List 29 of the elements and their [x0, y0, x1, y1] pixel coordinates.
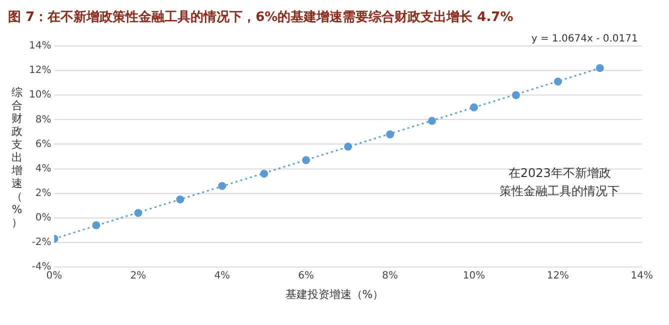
point — [176, 195, 184, 204]
y-tick-label: 10% — [28, 90, 52, 101]
chart-title: 图 7：在不新增政策性金融工具的情况下，6%的基建增速需要综合财政支出增长 4.7% — [8, 8, 514, 26]
text: y = 1.0674x - 0.0171 — [531, 34, 638, 45]
y-tick-label: -2% — [32, 237, 52, 248]
x-tick-label: 6% — [298, 270, 314, 282]
y-tick-label: 8% — [35, 114, 52, 126]
point — [218, 182, 226, 190]
y-tick-label: 4% — [35, 163, 52, 174]
x-axis-title: 基建投资增速（%） — [284, 287, 385, 302]
point — [596, 64, 604, 72]
point — [386, 130, 394, 138]
x-tick-label: 4% — [214, 270, 230, 282]
x-tick-label: 0% — [46, 270, 62, 282]
point — [260, 170, 268, 178]
x-tick-label: 10% — [462, 270, 486, 282]
x-tick-label: 8% — [382, 270, 398, 282]
y-tick-label: 12% — [28, 65, 52, 76]
y-tick-label: 14% — [28, 40, 52, 52]
x-tick-label: 14% — [630, 270, 654, 282]
annotation: 在2023年不新增政策性金融工具的情况下 — [500, 166, 620, 198]
point — [470, 103, 478, 112]
x-tick-label: 2% — [130, 270, 146, 282]
text: 综合财政支出增速（%） — [12, 86, 22, 229]
x-tick-label: 12% — [546, 270, 570, 282]
y-tick-label: 2% — [35, 188, 52, 199]
point — [428, 116, 436, 125]
y-tick-label: 0% — [35, 212, 52, 224]
y-tick-label: 6% — [35, 138, 52, 150]
